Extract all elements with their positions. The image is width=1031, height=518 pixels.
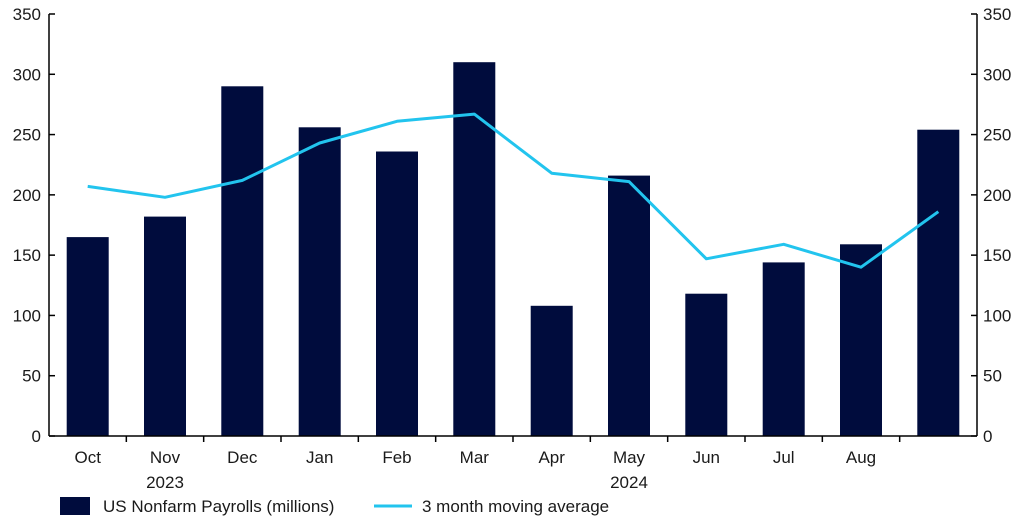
bar: [298, 127, 341, 437]
series-line-moving-average: [87, 112, 940, 269]
y-tick-label-left: 250: [13, 126, 41, 145]
y-tick-label-right: 350: [983, 5, 1011, 24]
x-tick-label: Jun: [693, 448, 720, 467]
x-tick-label: May: [613, 448, 646, 467]
y-tick-label-right: 200: [983, 186, 1011, 205]
axes-layer: 0 0 50 50 100 100 150 150 200 200 250 250 300 300 350 3…: [13, 5, 1012, 492]
bar: [685, 293, 728, 436]
x-tick-label: Dec: [227, 448, 258, 467]
bar: [144, 216, 186, 436]
y-tick-label-right: 50: [983, 367, 1002, 386]
y-tick-label-left: 200: [13, 186, 41, 205]
y-tick-label-left: 50: [22, 367, 41, 386]
bar: [376, 151, 418, 436]
bar: [530, 305, 573, 436]
y-tick-label-right: 0: [983, 427, 992, 446]
legend: US Nonfarm Payrolls (millions) 3 month m…: [60, 497, 609, 516]
bar: [840, 244, 882, 436]
x-tick-label: Oct: [74, 448, 101, 467]
x-year-label: 2024: [610, 473, 648, 492]
y-tick-label-left: 100: [13, 306, 41, 325]
x-tick-label: Mar: [460, 448, 490, 467]
y-tick-label-left: 350: [13, 5, 41, 24]
legend-label-line: 3 month moving average: [422, 497, 609, 516]
legend-label-bars: US Nonfarm Payrolls (millions): [103, 497, 334, 516]
y-tick-label-right: 150: [983, 246, 1011, 265]
bar: [608, 175, 650, 436]
bar: [453, 62, 496, 436]
y-tick-label-right: 250: [983, 126, 1011, 145]
y-tick-label-right: 100: [983, 306, 1011, 325]
bar: [221, 86, 264, 437]
bar: [917, 129, 960, 436]
x-tick-label: Jan: [306, 448, 333, 467]
line-layer: [87, 112, 940, 269]
x-tick-label: Feb: [382, 448, 411, 467]
bars-layer: [66, 62, 960, 437]
legend-swatch-bars: [60, 497, 90, 515]
x-tick-label: Aug: [846, 448, 876, 467]
y-tick-label-right: 300: [983, 65, 1011, 84]
y-tick-label-left: 0: [32, 427, 41, 446]
x-tick-label: Apr: [538, 448, 565, 467]
x-tick-label: Nov: [150, 448, 181, 467]
x-year-label: 2023: [146, 473, 184, 492]
y-tick-label-left: 300: [13, 65, 41, 84]
x-tick-label: Jul: [773, 448, 795, 467]
bar: [66, 237, 109, 436]
bar: [762, 262, 805, 436]
y-tick-label-left: 150: [13, 246, 41, 265]
